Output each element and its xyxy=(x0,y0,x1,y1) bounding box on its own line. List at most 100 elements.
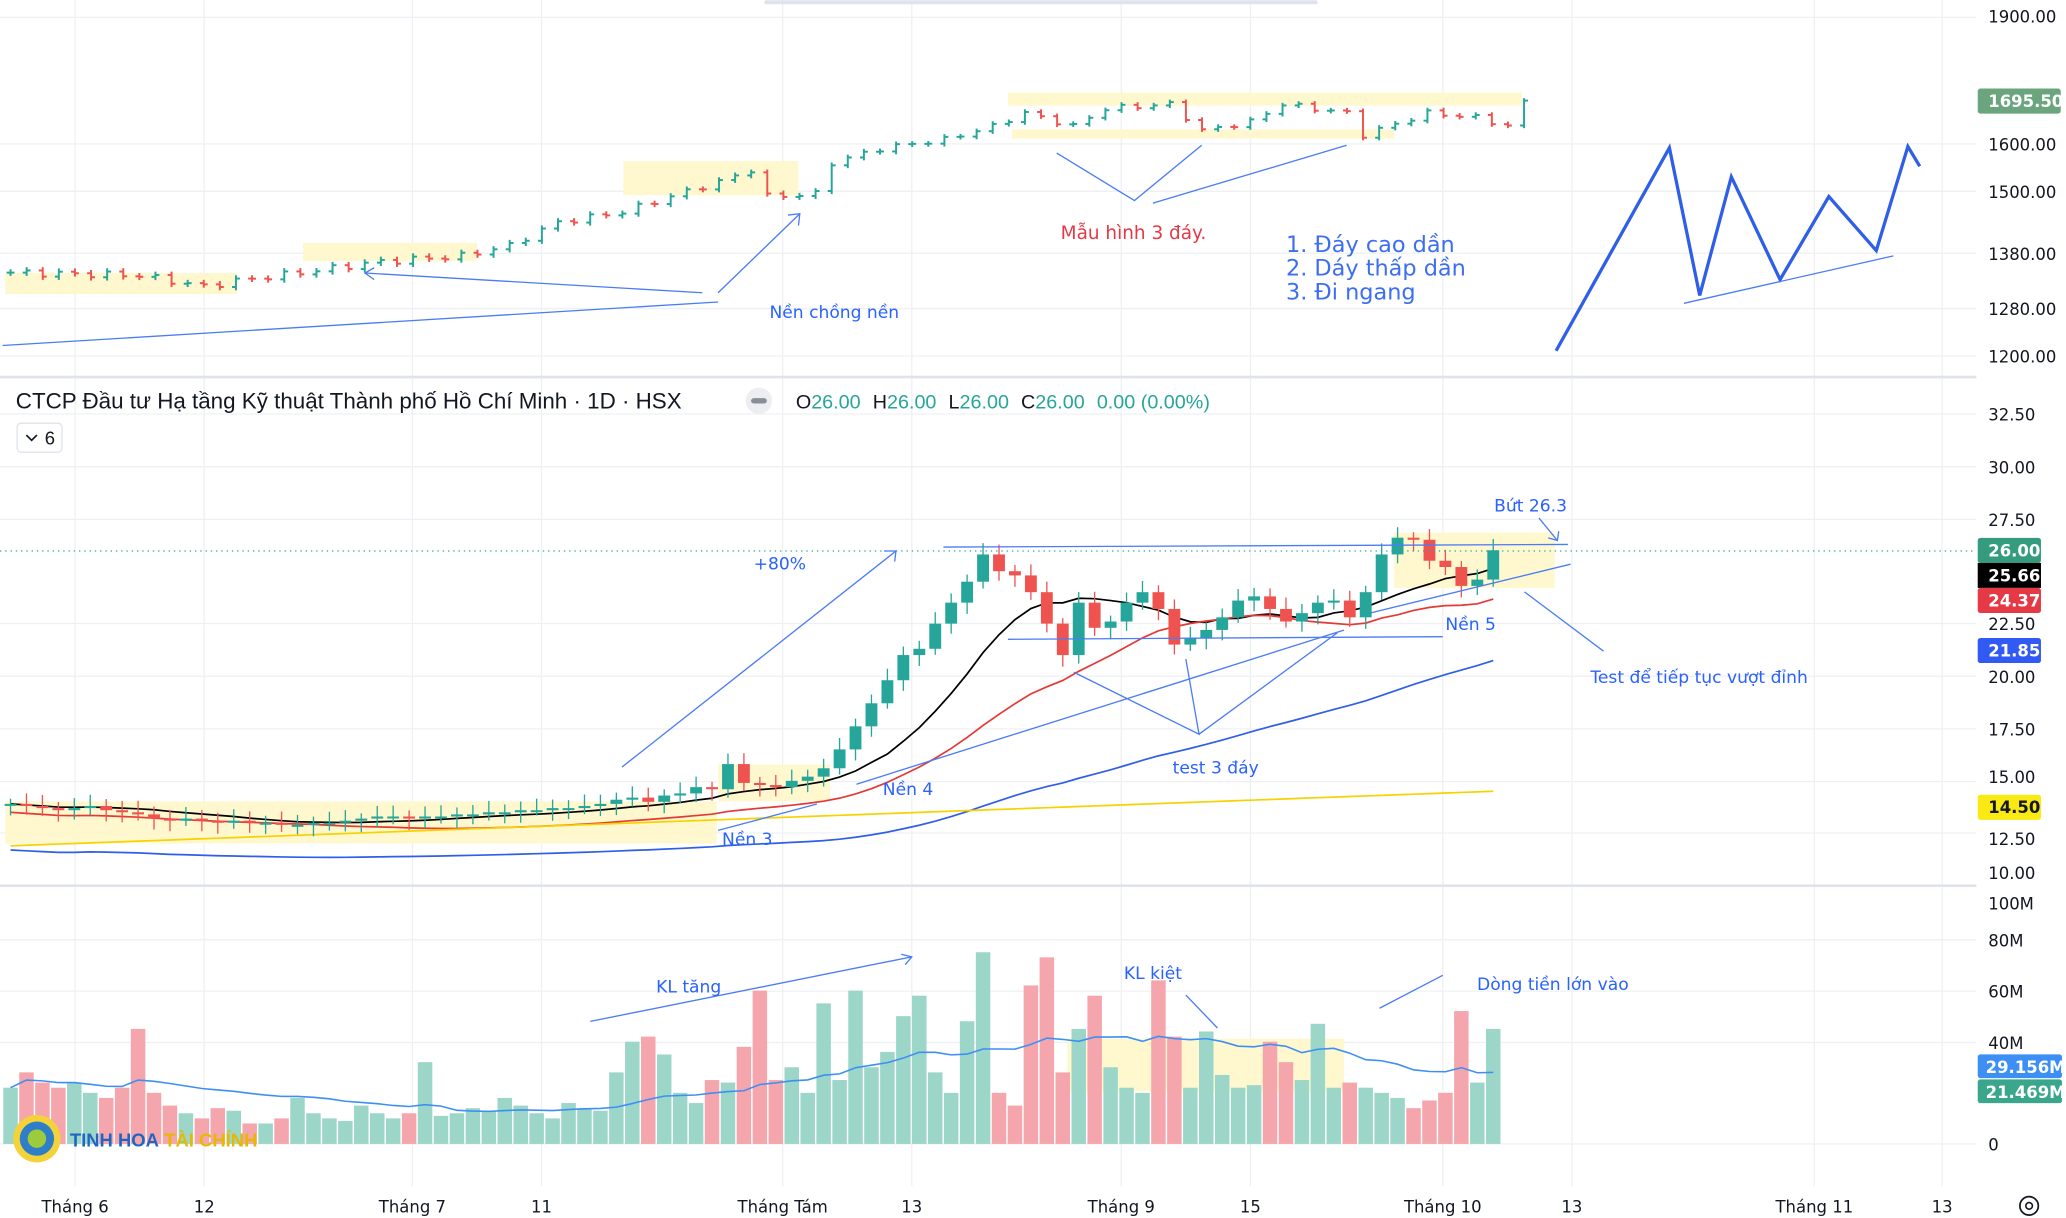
candle xyxy=(658,795,671,802)
svg-text:24.37: 24.37 xyxy=(1988,591,2040,610)
volume-bar xyxy=(1310,1023,1326,1144)
candle xyxy=(769,785,782,788)
volume-bar xyxy=(816,1003,831,1144)
candle xyxy=(148,814,160,819)
candle xyxy=(1040,592,1053,624)
candle xyxy=(1168,608,1181,645)
candle xyxy=(945,602,958,624)
candle xyxy=(897,655,910,681)
volume-bar xyxy=(178,1113,194,1144)
candle xyxy=(116,810,129,813)
symbol-legend[interactable]: CTCP Đầu tư Hạ tầng Kỹ thuật Thành phố H… xyxy=(16,387,1210,453)
candle xyxy=(20,803,33,807)
volume-bar xyxy=(912,995,927,1144)
candle xyxy=(961,581,974,603)
main-annotations[interactable]: +80% Nền 4 Nền 3 test 3 đáy Nền 5 Bứt 26… xyxy=(0,496,1977,1029)
candle xyxy=(1152,592,1165,609)
indicators-toggle-button[interactable]: 6 xyxy=(16,422,63,453)
ma-long-line xyxy=(10,790,1494,847)
time-axis[interactable]: Tháng 6 12 Tháng 7 11 Tháng Tám 13 Tháng… xyxy=(41,1197,1953,1216)
candle xyxy=(753,782,766,786)
candle xyxy=(1088,602,1101,628)
volume-bar xyxy=(1135,1092,1150,1144)
candle xyxy=(195,818,208,821)
volume-bar xyxy=(1167,1036,1182,1144)
zigzag-drawing[interactable] xyxy=(1554,142,1922,352)
candle xyxy=(1471,579,1484,586)
main-axis-ticks: 32.50 30.00 27.50 22.50 20.00 17.50 15.0… xyxy=(1977,406,2041,883)
candle xyxy=(275,822,288,825)
candle xyxy=(1104,621,1117,628)
svg-text:25.66: 25.66 xyxy=(1988,566,2040,585)
candle xyxy=(1487,550,1500,580)
candle xyxy=(227,820,240,823)
annotation-triple-bottom: Mẫu hình 3 đáy. xyxy=(1061,223,1207,244)
volume-bar xyxy=(545,1118,560,1144)
volume-bar xyxy=(1262,1041,1278,1144)
settings-gear-icon[interactable] xyxy=(2019,1195,2040,1216)
svg-text:1900.00: 1900.00 xyxy=(1988,8,2056,27)
volume-axis-ticks: 100M 80M 60M 40M 0 29.156M 21.469M xyxy=(1977,894,2066,1155)
volume-bar xyxy=(242,1123,257,1144)
top-drag-handle[interactable] xyxy=(764,0,1318,5)
volume-bar xyxy=(943,1092,959,1144)
volume-bar xyxy=(98,1097,114,1144)
volume-bar xyxy=(768,1080,784,1144)
ma-slow-line xyxy=(10,659,1494,859)
volume-bar xyxy=(1119,1087,1134,1144)
svg-text:11: 11 xyxy=(531,1197,552,1216)
volume-bar xyxy=(561,1103,576,1144)
volume-bar xyxy=(1438,1092,1453,1144)
ma-mid-label xyxy=(1977,587,2041,613)
volume-bar xyxy=(1007,1105,1023,1144)
candle xyxy=(1455,567,1468,586)
annotation-test-3-bottoms: test 3 đáy xyxy=(1173,759,1259,779)
volume-bar xyxy=(114,1087,130,1144)
volume-bar xyxy=(1023,985,1039,1144)
candle xyxy=(1248,596,1261,601)
candle xyxy=(993,554,1005,572)
logo: TINH HOA TÀI CHÍNH xyxy=(13,1114,258,1163)
volume-bar xyxy=(1342,1082,1357,1144)
volume-bar xyxy=(369,1113,385,1144)
candle xyxy=(1359,592,1372,618)
volume-bar xyxy=(800,1092,815,1144)
candle xyxy=(243,820,256,823)
close-price-label xyxy=(1977,537,2041,563)
candle xyxy=(179,818,192,821)
volume-bar xyxy=(672,1092,688,1144)
volume-bar xyxy=(433,1115,449,1144)
candle xyxy=(1311,602,1324,614)
candle xyxy=(674,793,687,796)
volume-bar xyxy=(306,1113,321,1144)
volume-bar xyxy=(1055,1072,1071,1144)
candle xyxy=(84,806,97,809)
volume-bar xyxy=(784,1067,799,1144)
volume-bar xyxy=(146,1092,162,1144)
svg-text:Tháng 7: Tháng 7 xyxy=(378,1197,446,1216)
volume-bar xyxy=(529,1113,544,1144)
candle xyxy=(913,648,926,656)
volume-bar xyxy=(1199,1031,1214,1144)
volume-bar xyxy=(864,1067,879,1144)
svg-text:21.85: 21.85 xyxy=(1988,641,2040,660)
volume-bar xyxy=(226,1110,241,1144)
candle xyxy=(1423,539,1436,561)
volume-bar xyxy=(1087,995,1102,1144)
volume-bar xyxy=(1390,1097,1405,1144)
svg-text:Tháng 6: Tháng 6 xyxy=(41,1197,109,1216)
volume-bar xyxy=(1454,1011,1469,1144)
volume-bar xyxy=(1246,1085,1262,1144)
candle xyxy=(1232,600,1245,618)
candle xyxy=(259,822,272,825)
volume-bar xyxy=(1151,980,1166,1144)
candle xyxy=(817,768,830,777)
volume-ma-line xyxy=(10,1035,1494,1113)
volume-bar xyxy=(513,1105,528,1144)
volume-bar xyxy=(975,952,991,1144)
svg-text:27.50: 27.50 xyxy=(1988,511,2035,530)
top-annotations[interactable]: Nền chồng nền Mẫu hình 3 đáy. 1. Đáy cao… xyxy=(2,142,1922,352)
volume-ma xyxy=(10,1035,1494,1113)
